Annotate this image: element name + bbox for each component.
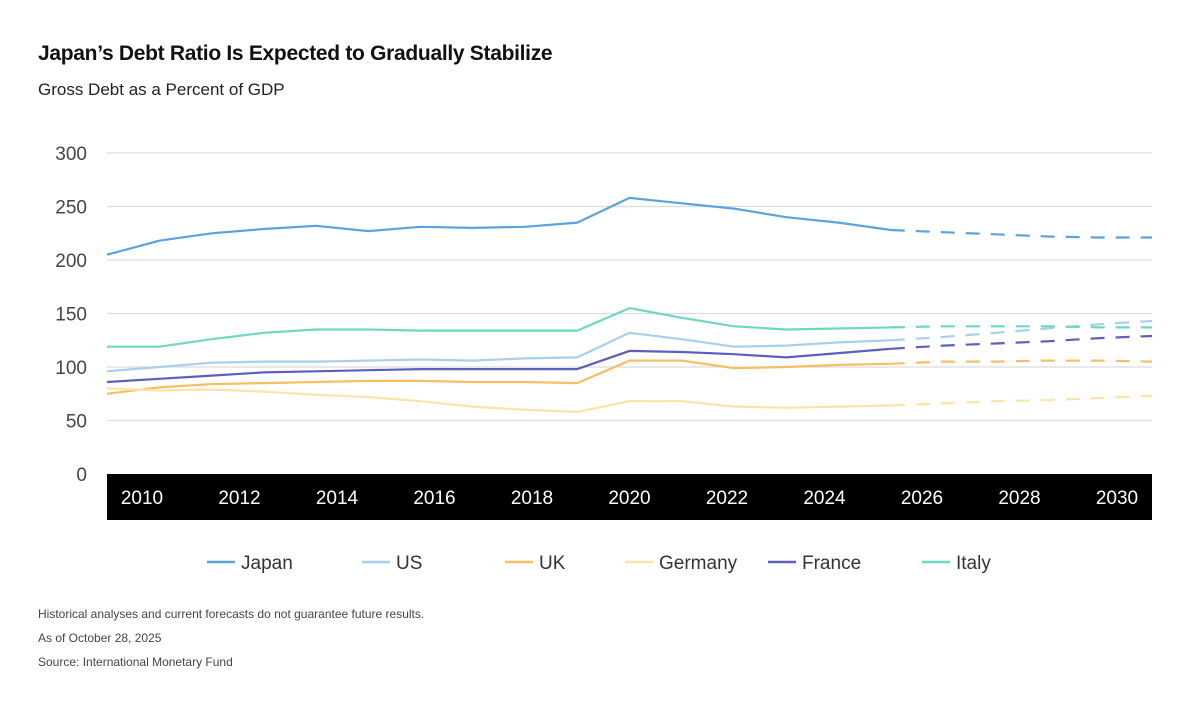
gridlines [107, 152, 1152, 422]
series-lines [106, 196, 1153, 413]
chart-subtitle: Gross Debt as a Percent of GDP [38, 80, 285, 99]
x-tick-label: 2014 [316, 488, 359, 509]
x-axis-band [107, 474, 1152, 520]
series-line-italy-forecast [890, 325, 1152, 329]
series-line-france-forecast [890, 334, 1153, 350]
x-tick-label: 2030 [1096, 488, 1138, 509]
series-line-germany-actual [106, 387, 891, 413]
series-line-germany-forecast [890, 394, 1153, 407]
x-tick-label: 2024 [803, 488, 846, 509]
series-line-italy-actual [107, 307, 891, 348]
legend-label-italy: Italy [956, 553, 991, 574]
y-tick-label: 50 [66, 412, 87, 433]
legend-label-japan: Japan [241, 553, 293, 574]
series-line-us-actual [106, 331, 891, 373]
legend-label-france: France [802, 553, 861, 574]
footer-as-of: As of October 28, 2025 [38, 631, 162, 645]
x-tick-label: 2022 [706, 488, 748, 509]
series-line-uk-forecast [890, 359, 1153, 365]
x-tick-label: 2010 [121, 488, 163, 509]
legend-label-germany: Germany [659, 553, 738, 574]
footer-source: Source: International Monetary Fund [38, 655, 233, 669]
series-line-uk-actual [106, 359, 891, 395]
footer-disclaimer: Historical analyses and current forecast… [38, 607, 425, 621]
x-tick-label: 2012 [218, 488, 260, 509]
series-line-us-forecast [890, 319, 1153, 342]
y-tick-label: 250 [55, 198, 87, 219]
series-line-japan-actual [106, 196, 891, 256]
x-tick-label: 2020 [608, 488, 650, 509]
x-tick-label: 2026 [901, 488, 943, 509]
y-tick-label: 100 [55, 358, 87, 379]
legend-label-uk: UK [539, 553, 566, 574]
y-tick-label: 150 [55, 305, 87, 326]
x-axis-ticks: 2010 2012 2014 2016 2018 2020 2022 2024 2026 2028… [121, 488, 1138, 509]
y-tick-label: 300 [55, 144, 87, 165]
legend-label-us: US [396, 553, 422, 574]
y-axis-ticks: 0 50 100 150 200 250 300 [55, 144, 87, 486]
series-line-france-actual [106, 347, 891, 384]
y-tick-label: 0 [76, 465, 87, 486]
x-tick-label: 2016 [413, 488, 455, 509]
y-tick-label: 200 [55, 251, 87, 272]
x-tick-label: 2018 [511, 488, 553, 509]
series-line-japan-forecast [890, 228, 1152, 239]
legend: Japan US UK Germany France Italy [207, 553, 991, 574]
x-tick-label: 2028 [998, 488, 1040, 509]
chart-title: Japan’s Debt Ratio Is Expected to Gradua… [38, 42, 553, 65]
